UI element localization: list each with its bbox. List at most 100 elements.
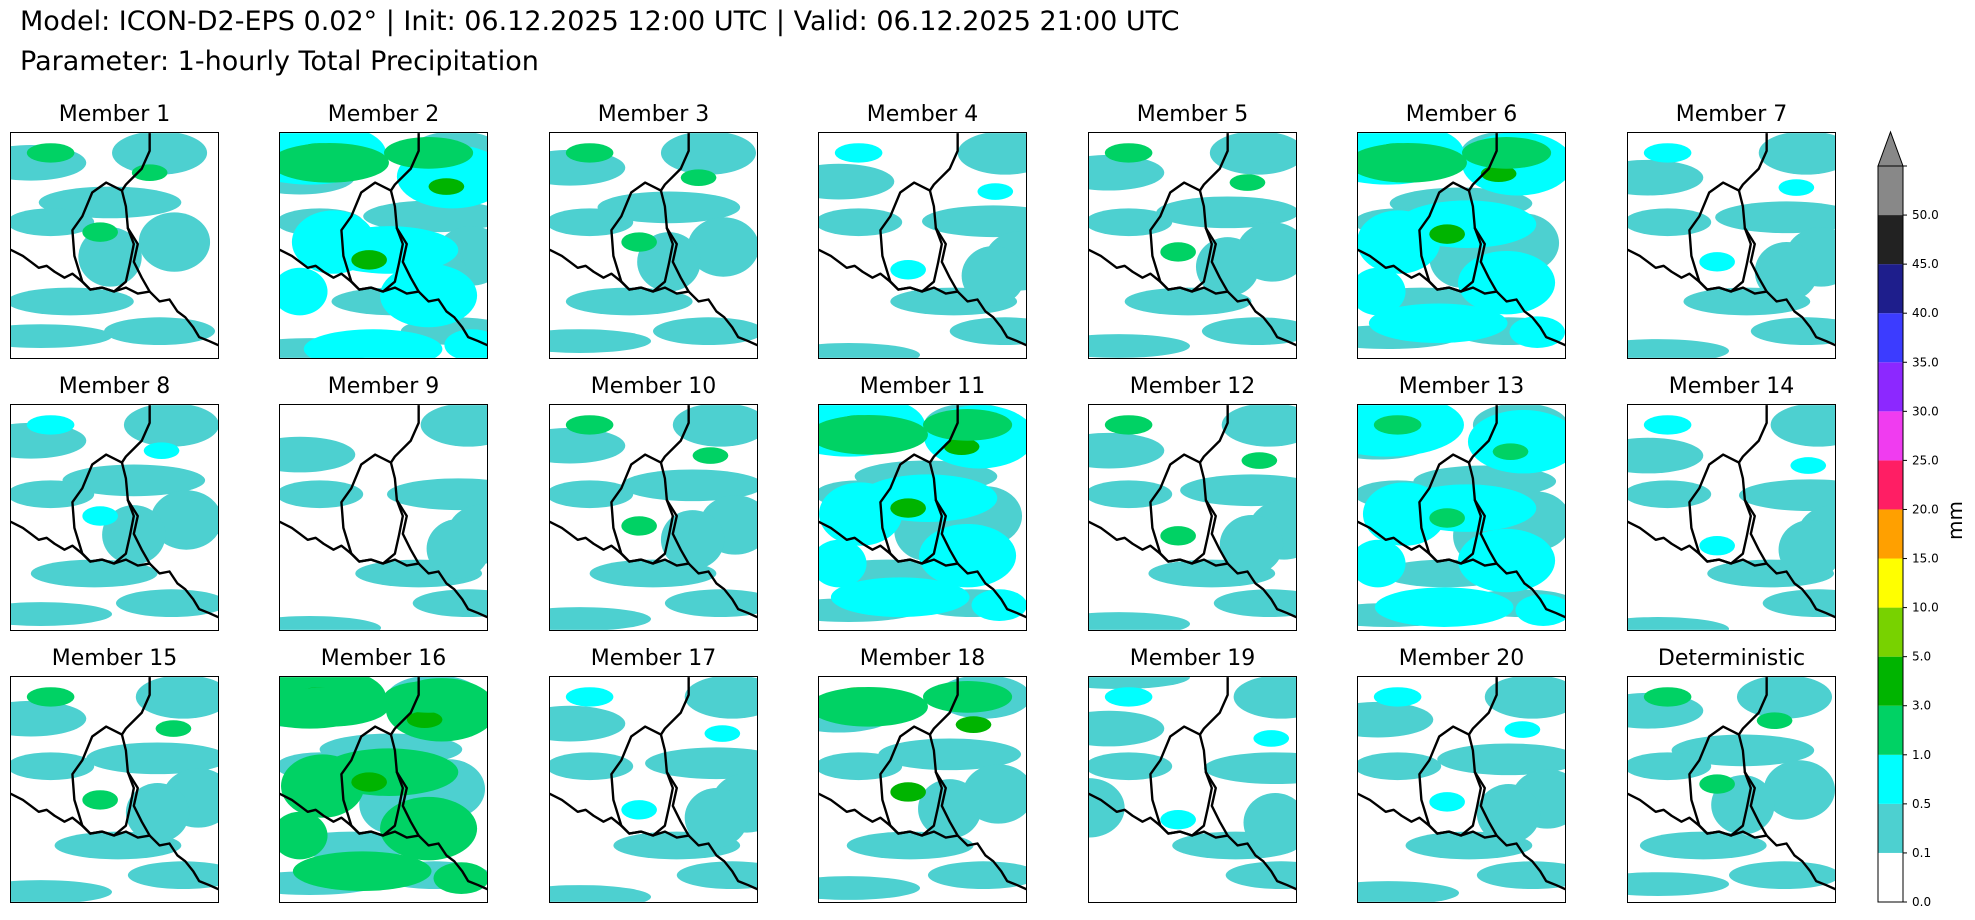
- precip-area: [62, 464, 206, 497]
- precip-area: [621, 800, 657, 820]
- country-border: [1688, 453, 1753, 565]
- precip-area: [280, 480, 364, 509]
- colorbar-tick-label: 5.0: [1912, 650, 1931, 664]
- precip-area: [433, 862, 487, 894]
- precip-area: [1104, 143, 1153, 163]
- panel-title: Deterministic: [1657, 646, 1806, 671]
- precip-area: [565, 143, 614, 163]
- precip-area: [1358, 539, 1406, 588]
- country-border: [340, 453, 405, 565]
- country-border: [389, 405, 420, 565]
- precip-area: [1458, 528, 1556, 593]
- precip-area: [1358, 881, 1460, 902]
- colorbar-segment: [1878, 362, 1903, 412]
- precip-area: [1358, 752, 1442, 781]
- precip-area: [1243, 792, 1296, 853]
- precip-area: [922, 681, 1013, 713]
- precip-area: [819, 539, 867, 588]
- precip-area: [1778, 519, 1835, 580]
- country-border: [1149, 181, 1214, 293]
- precip-area: [1089, 432, 1165, 469]
- precip-area: [1104, 415, 1153, 435]
- country-border: [659, 677, 690, 837]
- precip-area: [1358, 142, 1467, 183]
- country-border: [1198, 133, 1229, 293]
- precip-area: [1089, 778, 1125, 838]
- country-border: [610, 453, 675, 565]
- precip-area: [1643, 687, 1692, 707]
- country-border: [11, 520, 84, 555]
- panel-map: [1088, 132, 1297, 359]
- colorbar-segment: [1878, 803, 1903, 853]
- precip-area: [1461, 137, 1552, 169]
- precip-area: [1201, 317, 1296, 346]
- precip-area: [1770, 405, 1835, 447]
- country-border: [928, 405, 959, 565]
- precip-area: [125, 783, 190, 843]
- precip-area: [1628, 480, 1712, 509]
- precip-area: [123, 405, 218, 447]
- precip-area: [961, 245, 1026, 306]
- precip-area: [280, 754, 365, 818]
- colorbar-tick-label: 40.0: [1912, 306, 1939, 320]
- country-border: [928, 133, 959, 293]
- precip-area: [1628, 159, 1704, 196]
- panel-title: Member 18: [859, 646, 986, 671]
- precip-area: [1778, 179, 1815, 196]
- panel-map: [1357, 404, 1566, 631]
- panel-title: Member 8: [58, 374, 171, 399]
- precip-area: [1219, 515, 1284, 575]
- country-border: [659, 405, 690, 565]
- precip-area: [104, 317, 216, 346]
- precip-area: [1104, 687, 1153, 707]
- country-border: [1198, 405, 1229, 565]
- precip-area: [1643, 143, 1692, 163]
- precip-area: [1643, 415, 1692, 435]
- country-border: [1628, 792, 1701, 827]
- precip-area: [597, 191, 741, 224]
- precip-area: [1233, 677, 1296, 719]
- panel-map: [10, 132, 219, 359]
- panel-map: [549, 132, 758, 359]
- figure-subtitle: Parameter: 1-hourly Total Precipitation: [20, 46, 539, 77]
- colorbar-outline: [1877, 165, 1904, 903]
- precip-area: [116, 589, 218, 618]
- precip-area: [1429, 792, 1465, 812]
- colorbar-svg: 0.0 0.1 0.5 1.0 3.0 5.0 10.0 15.0 20.0 25.0 30.0 35…: [1877, 130, 1939, 909]
- precip-area: [11, 602, 113, 626]
- precip-area: [1213, 589, 1296, 618]
- precip-area: [150, 490, 218, 550]
- colorbar-extend-arrow: [1877, 130, 1904, 167]
- figure-title: Model: ICON-D2-EPS 0.02° | Init: 06.12.2…: [20, 6, 1180, 37]
- precip-area: [819, 414, 928, 455]
- precip-area: [1437, 743, 1565, 776]
- precip-area: [819, 686, 928, 727]
- precip-area: [1203, 752, 1296, 785]
- country-border: [610, 181, 675, 293]
- precip-area: [11, 422, 87, 459]
- panel-title: Member 9: [327, 374, 440, 399]
- precip-area: [704, 725, 741, 742]
- precip-area: [135, 677, 218, 719]
- panel-title: Member 17: [590, 646, 717, 671]
- panel-map: [549, 404, 758, 631]
- precip-area: [280, 436, 356, 473]
- precip-area: [1480, 165, 1517, 183]
- precip-area: [846, 831, 974, 860]
- colorbar-tick-label: 25.0: [1912, 453, 1939, 467]
- precip-area: [550, 480, 634, 509]
- precip-area: [1180, 474, 1296, 507]
- precip-area: [1476, 861, 1565, 890]
- precip-area: [1229, 174, 1266, 191]
- colorbar-tick-label: 45.0: [1912, 257, 1939, 271]
- precip-area: [86, 742, 218, 775]
- panel-map: [1088, 676, 1297, 903]
- precip-area: [78, 227, 142, 287]
- precip-area: [1492, 443, 1529, 460]
- country-border: [1418, 453, 1483, 565]
- precip-area: [155, 720, 192, 737]
- precip-area: [1699, 252, 1735, 272]
- precip-area: [1628, 437, 1704, 474]
- precip-area: [565, 415, 614, 435]
- precip-area: [684, 788, 749, 848]
